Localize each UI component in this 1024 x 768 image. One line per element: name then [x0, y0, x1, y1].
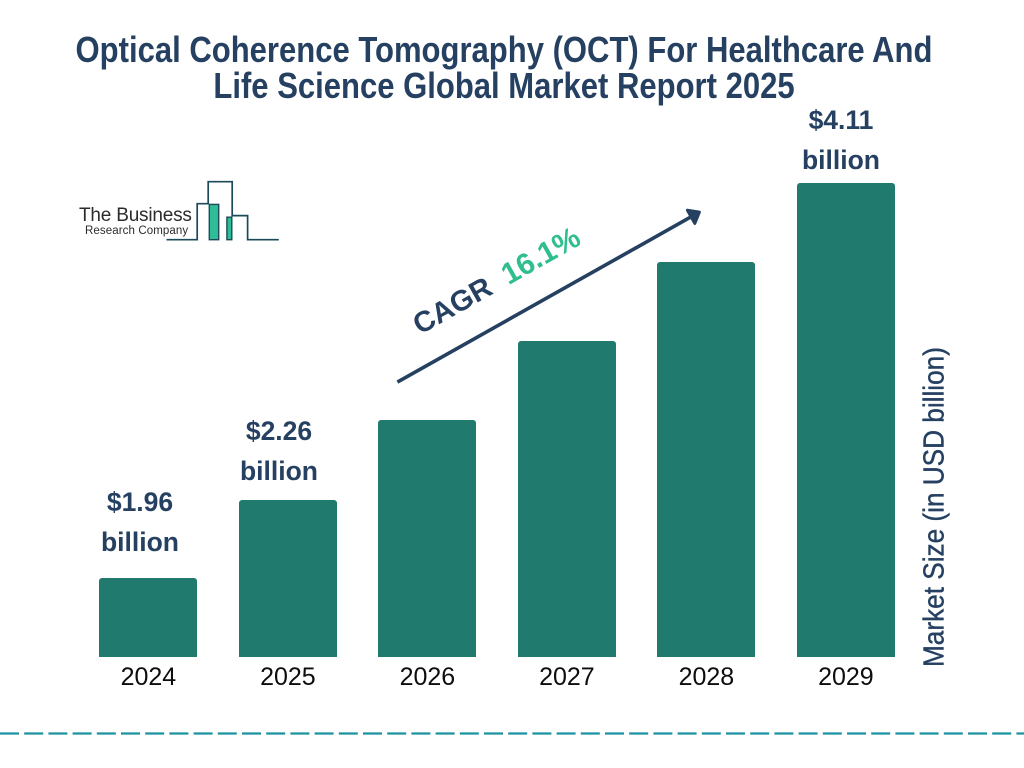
svg-text:CAGR 16.1%: CAGR 16.1% — [407, 221, 586, 341]
svg-text:Market Size (in USD billion): Market Size (in USD billion) — [917, 347, 950, 667]
